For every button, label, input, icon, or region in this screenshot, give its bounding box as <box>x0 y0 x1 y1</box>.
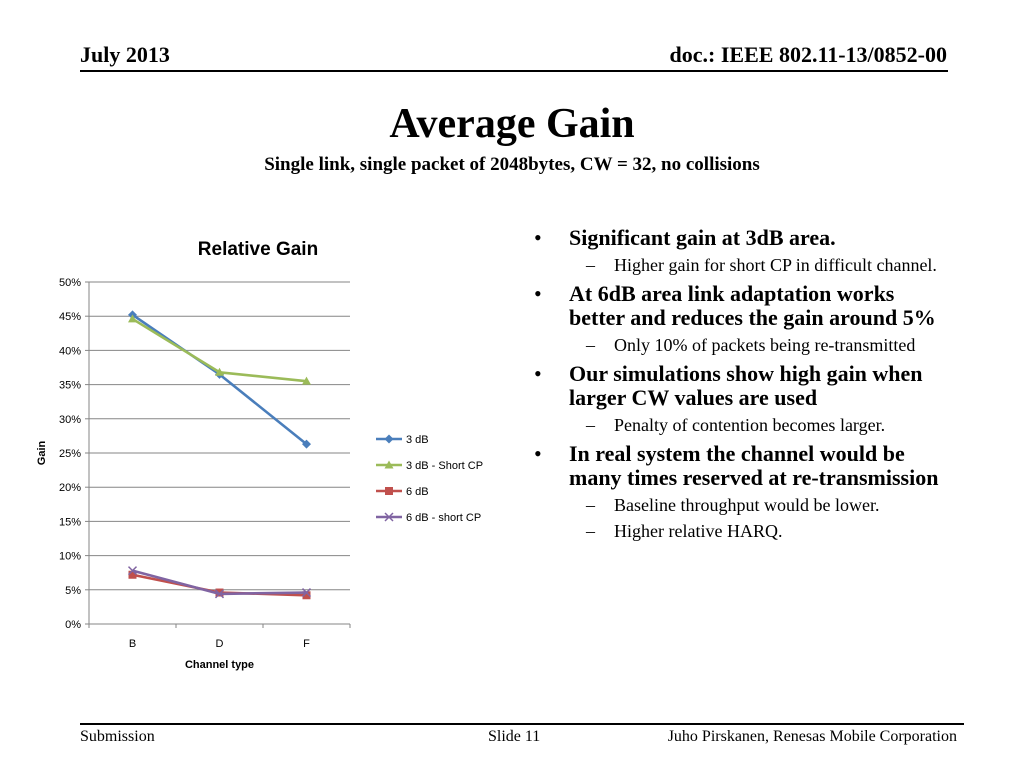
sub-bullet-dash: – <box>586 415 595 435</box>
header-divider <box>80 70 948 72</box>
sub-bullet-item: – Higher gain for short CP in difficult c… <box>528 256 948 275</box>
sub-bullet-text: Baseline throughput would be lower. <box>614 495 880 515</box>
y-tick-label: 25% <box>59 448 81 460</box>
y-tick-label: 45% <box>59 311 81 323</box>
bullet-text: Significant gain at 3dB area. <box>569 225 836 250</box>
sub-bullet-text: Penalty of contention becomes larger. <box>614 415 886 435</box>
footer-submission: Submission <box>80 728 155 745</box>
sub-bullet-dash: – <box>586 495 595 515</box>
bullet-dot: • <box>534 225 542 250</box>
y-tick-label: 20% <box>59 482 81 494</box>
legend-marker <box>385 487 393 495</box>
legend-label: 3 dB <box>406 434 429 446</box>
y-tick-label: 50% <box>59 277 81 289</box>
sub-bullet-item: – Baseline throughput would be lower. <box>528 496 948 515</box>
data-point <box>302 439 311 449</box>
bullet-dot: • <box>534 441 542 466</box>
sub-bullet-text: Only 10% of packets being re-transmitted <box>614 335 916 355</box>
footer-slide-number: Slide 11 <box>488 728 541 745</box>
bullet-text: In real system the channel would be many… <box>569 441 939 490</box>
legend-label: 3 dB - Short CP <box>406 460 483 472</box>
data-point <box>128 570 137 579</box>
sub-bullet-dash: – <box>586 335 595 355</box>
y-tick-label: 5% <box>65 585 81 597</box>
data-point <box>127 566 138 576</box>
bullet-text: At 6dB area link adaptation works better… <box>569 281 936 330</box>
y-tick-label: 15% <box>59 516 81 528</box>
sub-bullet-dash: – <box>586 521 595 541</box>
bullet-dot: • <box>534 281 542 306</box>
bullet-item: • Our simulations show high gain when lar… <box>528 362 948 410</box>
data-point <box>301 588 312 598</box>
header-doc-id: doc.: IEEE 802.11-13/0852-00 <box>669 42 947 67</box>
sub-bullet-item: – Penalty of contention becomes larger. <box>528 416 948 435</box>
sub-bullet-item: – Only 10% of packets being re-transmitte… <box>528 336 948 355</box>
sub-bullet-text: Higher relative HARQ. <box>614 521 783 541</box>
y-tick-label: 35% <box>59 380 81 392</box>
x-tick-label: B <box>129 638 136 650</box>
y-axis-title: Gain <box>36 440 48 465</box>
legend-marker <box>384 460 394 469</box>
data-point <box>215 588 224 597</box>
sub-bullet-text: Higher gain for short CP in difficult ch… <box>614 255 937 275</box>
y-tick-label: 0% <box>65 619 81 631</box>
x-axis-title: Channel type <box>185 659 254 671</box>
legend-label: 6 dB - short CP <box>406 512 481 524</box>
legend-marker <box>384 512 394 522</box>
header-date: July 2013 <box>80 42 170 67</box>
bullet-list: • Significant gain at 3dB area. – Higher g… <box>528 226 948 548</box>
legend-label: 6 dB <box>406 486 429 498</box>
legend-marker <box>384 434 394 444</box>
relative-gain-chart: Relative Gain 0% 5% 10% 15% 20% 25% 30% 35% 40% 45… <box>36 239 483 671</box>
chart-title: Relative Gain <box>198 239 318 260</box>
bullet-item: • Significant gain at 3dB area. <box>528 226 948 250</box>
bullet-item: • At 6dB area link adaptation works bette… <box>528 282 948 330</box>
bullet-dot: • <box>534 361 542 386</box>
y-tick-label: 40% <box>59 345 81 357</box>
slide-title: Average Gain <box>389 101 635 147</box>
footer-author: Juho Pirskanen, Renesas Mobile Corporati… <box>667 728 957 745</box>
data-point <box>302 376 311 385</box>
x-tick-label: D <box>216 638 224 650</box>
bullet-text: Our simulations show high gain when larg… <box>569 361 923 410</box>
sub-bullet-dash: – <box>586 255 595 275</box>
data-point <box>128 314 137 323</box>
data-point <box>302 591 311 600</box>
x-tick-label: F <box>303 638 310 650</box>
data-point <box>215 367 224 376</box>
sub-bullet-item: – Higher relative HARQ. <box>528 522 948 541</box>
data-point <box>214 589 225 599</box>
y-tick-label: 30% <box>59 414 81 426</box>
y-tick-label: 10% <box>59 551 81 563</box>
bullet-item: • In real system the channel would be man… <box>528 442 948 490</box>
slide-subtitle: Single link, single packet of 2048bytes,… <box>264 154 760 175</box>
footer-divider <box>80 723 964 725</box>
